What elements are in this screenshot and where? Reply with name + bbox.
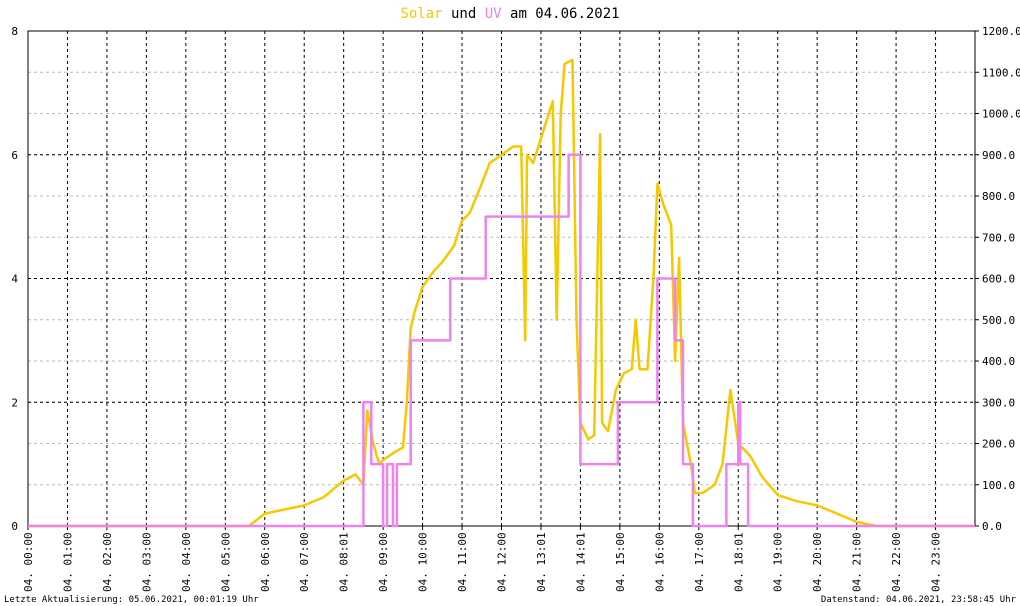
y-tick-label: 0: [11, 520, 18, 533]
y2-tick-label: 200.0: [982, 438, 1015, 451]
x-tick-label: 04. 04:00: [180, 532, 193, 592]
y2-tick-label: 300.0: [982, 396, 1015, 409]
y2-tick-label: 900.0: [982, 149, 1015, 162]
chart-title: Solar und UV am 04.06.2021: [400, 6, 619, 22]
series-line: [28, 58, 975, 528]
y2-tick-label: 700.0: [982, 231, 1015, 244]
x-tick-label: 04. 11:00: [456, 532, 469, 592]
x-tick-label: 04. 16:00: [653, 532, 666, 592]
x-tick-label: 04. 15:00: [614, 532, 627, 592]
y2-tick-label: 0.0: [982, 520, 1002, 533]
y2-tick-label: 100.0: [982, 479, 1015, 492]
x-tick-label: 04. 14:01: [574, 532, 587, 592]
x-tick-label: 04. 18:01: [732, 532, 745, 592]
x-tick-label: 04. 02:00: [101, 532, 114, 592]
x-tick-label: 04. 09:00: [377, 532, 390, 592]
y-tick-label: 4: [11, 273, 18, 286]
x-tick-label: 04. 13:01: [535, 532, 548, 592]
series-line: [28, 153, 975, 528]
title-word: und: [451, 6, 476, 22]
x-tick-label: 04. 23:00: [930, 532, 943, 592]
y2-tick-label: 1000.0: [982, 108, 1020, 121]
y2-tick-label: 600.0: [982, 273, 1015, 286]
x-tick-label: 04. 08:01: [338, 532, 351, 592]
y-tick-label: 2: [11, 396, 18, 409]
x-tick-label: 04. 10:00: [417, 532, 430, 592]
x-tick-label: 04. 17:00: [693, 532, 706, 592]
y2-tick-label: 1200.0: [982, 25, 1020, 38]
x-tick-label: 04. 20:00: [811, 532, 824, 592]
x-tick-label: 04. 00:00: [22, 532, 35, 592]
x-tick-label: 04. 07:00: [298, 532, 311, 592]
y2-tick-label: 500.0: [982, 314, 1015, 327]
x-tick-label: 04. 21:00: [851, 532, 864, 592]
x-tick-label: 04. 01:00: [61, 532, 74, 592]
x-tick-label: 04. 06:00: [259, 532, 272, 592]
title-word: am 04.06.2021: [510, 6, 620, 22]
y2-tick-label: 400.0: [982, 355, 1015, 368]
title-solar: Solar: [400, 6, 442, 22]
y2-tick-label: 1100.0: [982, 66, 1020, 79]
footer-right: Datenstand: 04.06.2021, 23:58:45 Uhr: [821, 595, 1017, 605]
x-tick-label: 04. 12:00: [496, 532, 509, 592]
x-tick-label: 04. 22:00: [890, 532, 903, 592]
footer-left: Letzte Aktualisierung: 05.06.2021, 00:01…: [4, 595, 259, 605]
x-tick-label: 04. 03:00: [140, 532, 153, 592]
plot-frame: [27, 30, 976, 527]
x-tick-label: 04. 05:00: [219, 532, 232, 592]
y-tick-label: 8: [11, 25, 18, 38]
y-tick-label: 6: [11, 149, 18, 162]
title-uv: UV: [485, 6, 502, 22]
y2-tick-label: 800.0: [982, 190, 1015, 203]
x-tick-label: 04. 19:00: [772, 532, 785, 592]
